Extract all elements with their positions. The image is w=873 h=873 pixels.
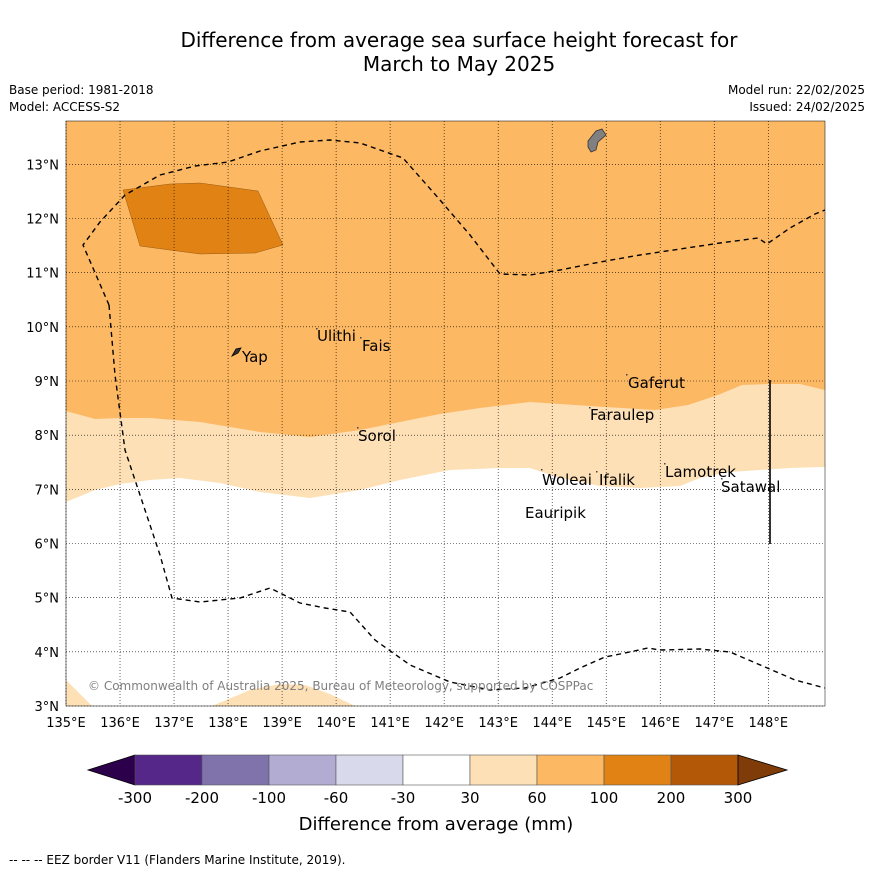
base-period: Base period: 1981-2018 xyxy=(9,83,154,97)
lon-tick-label: 135°E xyxy=(46,716,86,731)
place-ifalik: Ifalik xyxy=(599,471,635,489)
map-plot-area xyxy=(66,121,825,706)
colorbar xyxy=(86,754,789,786)
band-60-100 xyxy=(66,121,825,437)
eez-footer-note: -- -- -- EEZ border V11 (Flanders Marine… xyxy=(9,853,346,867)
title-line-1: Difference from average sea surface heig… xyxy=(180,28,738,52)
title-line-2: March to May 2025 xyxy=(362,52,556,76)
model-run: Model run: 22/02/2025 xyxy=(727,83,865,97)
yap-island xyxy=(230,347,242,357)
lat-tick-label: 6°N xyxy=(35,538,60,553)
lat-tick-label: 10°N xyxy=(26,321,59,336)
issued-date: Issued: 24/02/2025 xyxy=(749,100,865,114)
colorbar-swatch xyxy=(335,754,404,786)
lon-tick-label: 142°E xyxy=(424,716,464,731)
colorbar-over-arrow xyxy=(737,754,789,786)
colorbar-swatch xyxy=(536,754,605,786)
lat-tick-label: 8°N xyxy=(35,429,60,444)
lon-tick-label: 147°E xyxy=(694,716,734,731)
model-name: Model: ACCESS-S2 xyxy=(9,100,121,114)
colorbar-swatch xyxy=(603,754,672,786)
lon-tick-label: 138°E xyxy=(208,716,248,731)
colorbar-under-arrow xyxy=(86,754,136,786)
lon-tick-label: 139°E xyxy=(262,716,302,731)
map-frame xyxy=(65,120,826,707)
lat-tick-label: 3°N xyxy=(35,700,60,715)
colorbar-tick-label: 100 xyxy=(590,789,619,807)
lat-tick-label: 4°N xyxy=(35,646,60,661)
lat-tick-label: 11°N xyxy=(26,267,59,282)
place-satawal: Satawal xyxy=(721,478,780,496)
lat-tick-label: 7°N xyxy=(35,483,60,498)
colorbar-label: Difference from average (mm) xyxy=(299,814,574,835)
colorbar-tick-label: 200 xyxy=(657,789,686,807)
place-labels: Ulithi Fais Yap Gaferut Faraulep Sorol W… xyxy=(241,327,780,522)
lat-tick-label: 5°N xyxy=(35,592,60,607)
lon-tick-label: 141°E xyxy=(370,716,410,731)
lon-tick-label: 144°E xyxy=(532,716,572,731)
place-ulithi: Ulithi xyxy=(317,327,356,345)
axis-labels: 135°E 136°E 137°E 138°E 139°E 140°E 141°E 142°E… xyxy=(26,158,788,731)
colorbar-tick-label: -30 xyxy=(391,789,416,807)
lon-tick-label: 148°E xyxy=(749,716,789,731)
colorbar-tick-label: -200 xyxy=(185,789,219,807)
lat-tick-label: 9°N xyxy=(35,375,60,390)
place-lamotrek: Lamotrek xyxy=(665,463,736,481)
colorbar-swatch xyxy=(201,754,270,786)
lat-tick-label: 12°N xyxy=(26,213,59,228)
colorbar-tick-label: -60 xyxy=(324,789,349,807)
chart-title: Difference from average sea surface heig… xyxy=(0,28,873,76)
band-100-200 xyxy=(122,182,284,255)
colorbar-tick-label: 300 xyxy=(724,789,753,807)
lon-tick-label: 143°E xyxy=(478,716,518,731)
lat-tick-label: 13°N xyxy=(26,158,59,173)
colorbar-tick-label: 60 xyxy=(527,789,546,807)
place-fais: Fais xyxy=(362,337,391,355)
guam-island xyxy=(587,128,607,153)
place-woleai: Woleai xyxy=(542,471,592,489)
band-bottom-30-60 xyxy=(66,680,355,706)
colorbar-swatch xyxy=(469,754,538,786)
island-dots xyxy=(316,328,723,480)
eez-west-line xyxy=(108,304,825,691)
colorbar-tick-label: 30 xyxy=(460,789,479,807)
colorbar-ticks: -300 -200 -100 -60 -30 30 60 100 200 300 xyxy=(118,789,752,807)
place-sorol: Sorol xyxy=(358,427,396,445)
meta-right: Model run: 22/02/2025 Issued: 24/02/2025 xyxy=(728,82,865,116)
colorbar-swatch xyxy=(402,754,471,786)
place-gaferut: Gaferut xyxy=(628,374,685,392)
lon-tick-label: 146°E xyxy=(640,716,680,731)
eez-border xyxy=(82,139,825,691)
lon-tick-label: 145°E xyxy=(586,716,626,731)
colorbar-tick-label: -300 xyxy=(118,789,152,807)
colorbar-tick-label: -100 xyxy=(252,789,286,807)
lon-tick-label: 140°E xyxy=(316,716,356,731)
meta-left: Base period: 1981-2018 Model: ACCESS-S2 xyxy=(9,82,154,116)
colorbar-swatch xyxy=(670,754,739,786)
place-yap: Yap xyxy=(241,348,268,366)
colorbar-swatch xyxy=(268,754,337,786)
place-faraulep: Faraulep xyxy=(590,406,654,424)
place-eauripik: Eauripik xyxy=(525,504,586,522)
lon-tick-label: 137°E xyxy=(154,716,194,731)
colorbar-swatch xyxy=(134,754,203,786)
copyright-text: © Commonwealth of Australia 2025, Bureau… xyxy=(88,679,593,693)
lon-tick-label: 136°E xyxy=(100,716,140,731)
